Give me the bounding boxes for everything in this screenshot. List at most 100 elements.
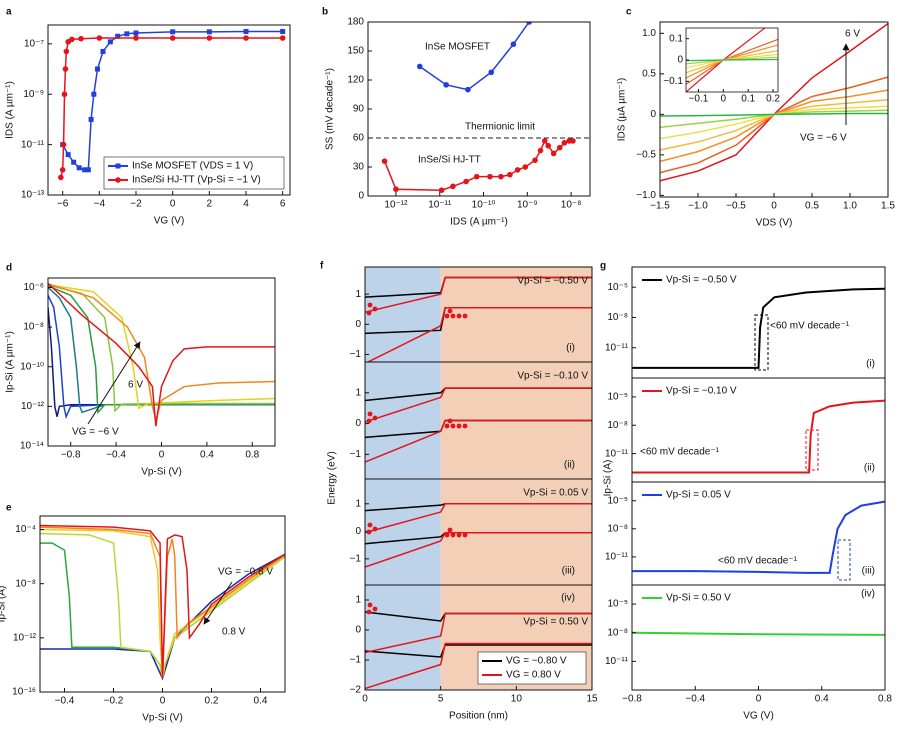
panel-letter: e <box>6 503 12 514</box>
legend-marker <box>115 177 121 183</box>
point <box>463 178 469 185</box>
point <box>59 167 66 173</box>
point <box>65 152 71 158</box>
x-tick-label: 0 <box>362 694 368 705</box>
point <box>95 66 100 72</box>
carrier-dot <box>372 606 378 612</box>
carrier-dot <box>462 532 468 538</box>
point <box>561 140 568 146</box>
x-axis-label: Vp-Si (V) <box>142 713 183 724</box>
plot-frame <box>47 277 276 447</box>
panel-letter: f <box>320 261 324 272</box>
point <box>450 183 456 190</box>
point <box>537 147 544 154</box>
x-tick-label: −4 <box>94 199 106 210</box>
carrier-dot <box>372 415 378 421</box>
point <box>570 138 576 144</box>
point <box>487 173 493 180</box>
y-tick-label: 10⁻¹¹ <box>605 448 629 459</box>
annotation: (iii) <box>562 566 575 577</box>
y-tick-label: 10⁻⁸ <box>607 420 628 431</box>
legend-label: VG = −0.80 V <box>506 656 567 667</box>
x-tick-label: −6 <box>57 199 69 210</box>
legend-box <box>477 651 587 685</box>
x-tick-label: −0.8 <box>622 694 642 705</box>
slope-box <box>754 314 769 371</box>
y-tick-label: 10⁻¹⁶ <box>12 687 36 698</box>
y-tick-label: 90 <box>353 104 365 115</box>
series-line <box>365 276 592 313</box>
y-tick-label: −1 <box>350 553 362 564</box>
y-tick-label: 10⁻¹¹ <box>605 656 629 667</box>
arrow <box>87 341 141 425</box>
x-tick-label: 15 <box>586 694 598 705</box>
y-tick-label: 120 <box>347 75 364 86</box>
carrier-dot <box>366 609 372 615</box>
point <box>107 39 113 45</box>
carrier-dot <box>450 532 456 538</box>
series-line <box>48 284 275 413</box>
annotation: (iv) <box>861 589 875 600</box>
inset-y-tick-label: 0.1 <box>669 33 683 44</box>
annotation: VG = −0.8 V <box>218 567 273 578</box>
point <box>91 91 97 97</box>
carrier-dot <box>444 532 450 538</box>
x-tick-label: 4 <box>243 199 249 210</box>
y-tick-label: 0 <box>355 418 361 429</box>
annotation: 6 V <box>845 29 860 40</box>
panel-letter: d <box>6 263 12 274</box>
series-line <box>632 631 885 636</box>
series-line <box>48 282 275 427</box>
series-line <box>632 287 885 369</box>
series-line <box>686 58 778 62</box>
series-line <box>40 532 285 679</box>
x-tick-label: 0.4 <box>200 450 214 461</box>
legend-marker <box>115 163 121 169</box>
x-tick-label: −2 <box>130 199 142 210</box>
point <box>115 33 121 39</box>
x-tick-label: 0 <box>771 201 777 212</box>
series-line <box>366 306 592 362</box>
x-tick-label: 10⁻¹⁰ <box>472 200 496 211</box>
series-line <box>660 112 888 117</box>
x-tick-label: 0.2 <box>205 696 219 707</box>
point <box>514 167 521 173</box>
y-tick-label: 0 <box>358 191 364 202</box>
point <box>82 167 88 173</box>
y-tick-label: 10⁻¹² <box>21 401 45 412</box>
series-line <box>365 531 592 568</box>
x-tick-label: 2 <box>207 199 213 210</box>
annotation: (i) <box>866 359 875 370</box>
x-tick-label: −0.4 <box>55 696 75 707</box>
series-line <box>40 526 285 679</box>
y-tick-label: 10⁻⁹ <box>23 89 44 100</box>
y-tick-label: 10⁻⁶ <box>23 282 44 293</box>
x-tick-label: 10⁻¹¹ <box>428 200 452 211</box>
y-tick-label: 180 <box>347 17 364 28</box>
legend-label: Vp-Si = −0.50 V <box>666 275 737 286</box>
region <box>365 267 441 362</box>
annotation: Vp-Si = −0.10 V <box>517 371 588 382</box>
point <box>61 91 68 98</box>
point <box>556 144 563 151</box>
x-tick-label: 0 <box>159 450 165 461</box>
y-axis-label: Ip-Si (A) <box>603 460 614 497</box>
x-tick-label: 10⁻¹² <box>384 200 408 211</box>
series-line <box>48 295 275 420</box>
point <box>206 35 213 41</box>
carrier-dot <box>456 423 462 429</box>
carrier-dot <box>367 302 373 308</box>
y-axis-label: Ip-Si (A) <box>0 586 8 623</box>
point <box>169 35 176 41</box>
series-line <box>60 37 283 178</box>
y-tick-label: 1 <box>355 595 361 606</box>
y-tick-label: 10⁻⁸ <box>15 578 36 589</box>
carrier-dot <box>447 527 453 533</box>
inset-x-tick-label: −0.1 <box>689 94 709 105</box>
point <box>510 41 517 48</box>
point <box>545 142 552 149</box>
x-axis-label: Position (nm) <box>449 711 508 722</box>
carrier-dot <box>444 423 450 429</box>
y-tick-label: −1 <box>350 655 362 666</box>
point <box>465 86 471 93</box>
